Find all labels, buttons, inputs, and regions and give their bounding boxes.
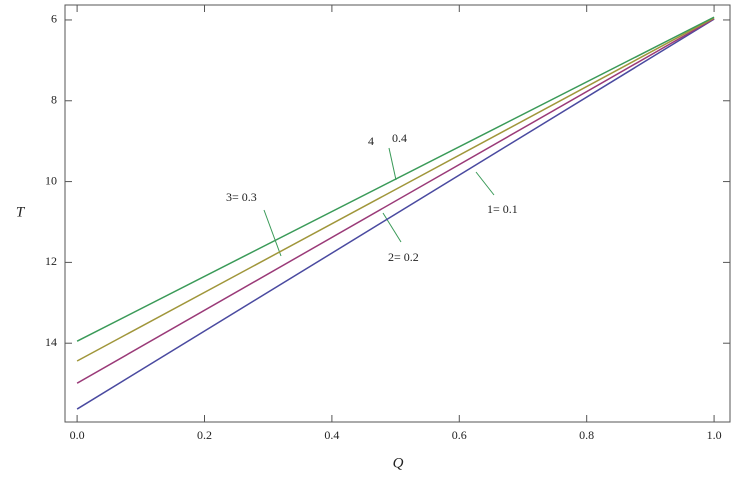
pointer (382, 212, 402, 243)
y-tick-label: 12 (45, 254, 57, 268)
x-tick-label: 0.8 (579, 428, 594, 442)
x-axis-title: Q (393, 455, 404, 471)
pointer (475, 171, 495, 196)
y-tick-label: 6 (51, 12, 57, 26)
x-tick-label: 0.6 (452, 428, 467, 442)
plot-frame (64, 4, 731, 423)
series-line (76, 17, 715, 362)
y-tick-label: 14 (45, 335, 57, 349)
y-axis-title: T (16, 204, 26, 220)
pointer (388, 147, 397, 181)
annotation: 3= 0.3 (226, 190, 257, 204)
pointer (263, 209, 282, 257)
series-line (76, 18, 715, 384)
x-tick-label: 0.0 (70, 428, 85, 442)
y-tick-label: 8 (51, 93, 57, 107)
annotation: 1= 0.1 (487, 202, 518, 216)
x-tick-label: 0.2 (197, 428, 212, 442)
x-tick-label: 1.0 (707, 428, 722, 442)
annotation: 4 (368, 134, 374, 148)
annotation: 0.4 (392, 131, 407, 145)
series-line (76, 18, 715, 410)
x-tick-label: 0.4 (324, 428, 339, 442)
series-line (76, 16, 715, 342)
y-tick-label: 10 (45, 173, 57, 187)
annotations: 1= 0.1 2= 0.2 3= 0.3 4 0.4 (226, 131, 518, 264)
annotation: 2= 0.2 (388, 250, 419, 264)
